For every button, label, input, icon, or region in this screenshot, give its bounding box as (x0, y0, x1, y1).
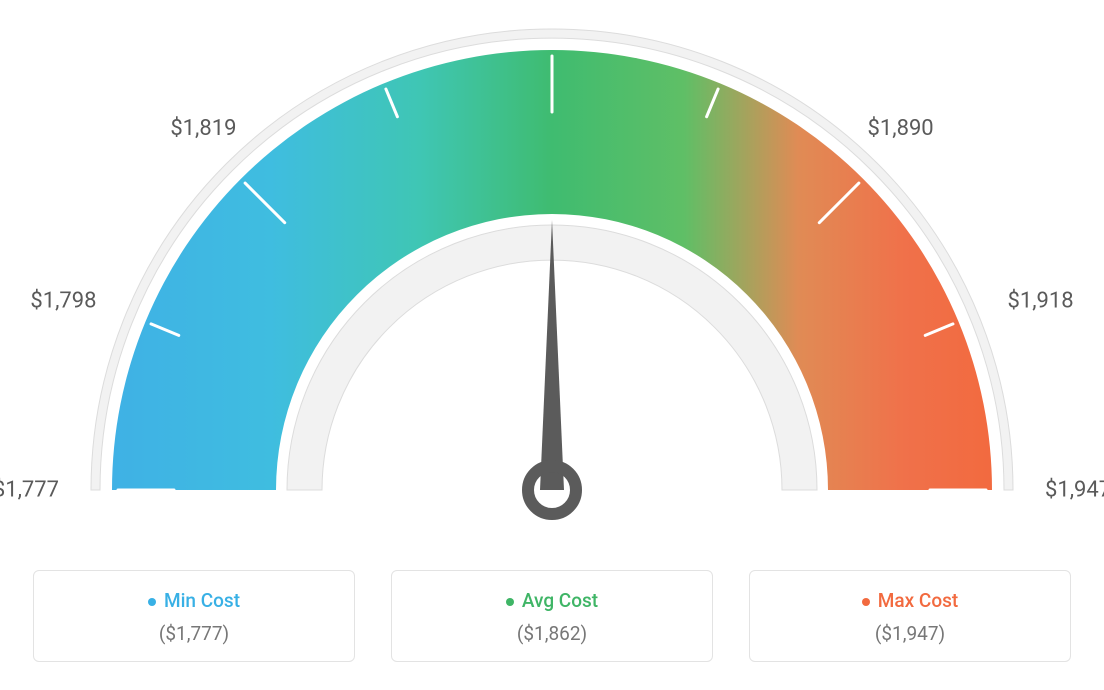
legend-dot-icon (862, 598, 870, 606)
legend-dot-icon (506, 598, 514, 606)
legend-title-min: Min Cost (44, 589, 344, 612)
legend-title-avg: Avg Cost (402, 589, 702, 612)
gauge-svg (0, 0, 1104, 560)
legend-card-max: Max Cost ($1,947) (749, 570, 1071, 662)
legend-value-min: ($1,777) (44, 622, 344, 645)
legend-title-max: Max Cost (760, 589, 1060, 612)
legend-value-avg: ($1,862) (402, 622, 702, 645)
gauge-tick-label: $1,798 (30, 289, 96, 314)
legend-row: Min Cost ($1,777) Avg Cost ($1,862) Max Cost… (0, 570, 1104, 662)
gauge-tick-label: $1,777 (0, 478, 59, 503)
gauge-tick-label: $1,890 (868, 116, 934, 141)
legend-title-text: Max Cost (878, 589, 958, 612)
legend-value-max: ($1,947) (760, 622, 1060, 645)
gauge-tick-label: $1,819 (170, 116, 236, 141)
legend-card-min: Min Cost ($1,777) (33, 570, 355, 662)
legend-dot-icon (148, 598, 156, 606)
legend-title-text: Min Cost (164, 589, 240, 612)
legend-title-text: Avg Cost (522, 589, 598, 612)
gauge-area: $1,777$1,798$1,819$1,862$1,890$1,918$1,9… (0, 0, 1104, 560)
gauge-tick-label: $1,918 (1007, 289, 1073, 314)
cost-gauge-chart: $1,777$1,798$1,819$1,862$1,890$1,918$1,9… (0, 0, 1104, 690)
gauge-tick-label: $1,947 (1045, 478, 1104, 503)
legend-card-avg: Avg Cost ($1,862) (391, 570, 713, 662)
